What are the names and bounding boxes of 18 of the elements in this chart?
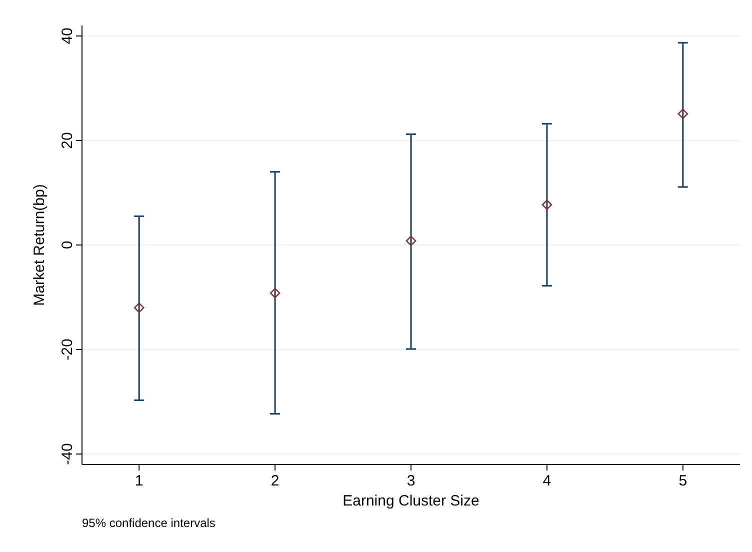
- point: [406, 236, 416, 246]
- x-tick-label: 5: [678, 472, 688, 490]
- point: [678, 108, 688, 119]
- point: [542, 200, 552, 210]
- x-axis-title: Earning Cluster Size: [342, 492, 480, 510]
- x-tick-label: 2: [270, 472, 280, 490]
- x-tick-label: 3: [406, 472, 416, 490]
- y-tick-label: 0: [59, 240, 76, 250]
- y-tick-label: 40: [59, 28, 76, 44]
- y-tick-label: -40: [59, 443, 76, 465]
- y-axis-title: Market Return(bp): [31, 184, 48, 306]
- point: [134, 302, 144, 313]
- x-tick-label: 1: [134, 472, 144, 490]
- text: 95% confidence intervals: [82, 516, 216, 530]
- x-tick-label: 4: [542, 472, 552, 490]
- point: [270, 288, 280, 298]
- y-tick-label: -20: [59, 338, 76, 360]
- y-tick-label: 20: [59, 132, 76, 149]
